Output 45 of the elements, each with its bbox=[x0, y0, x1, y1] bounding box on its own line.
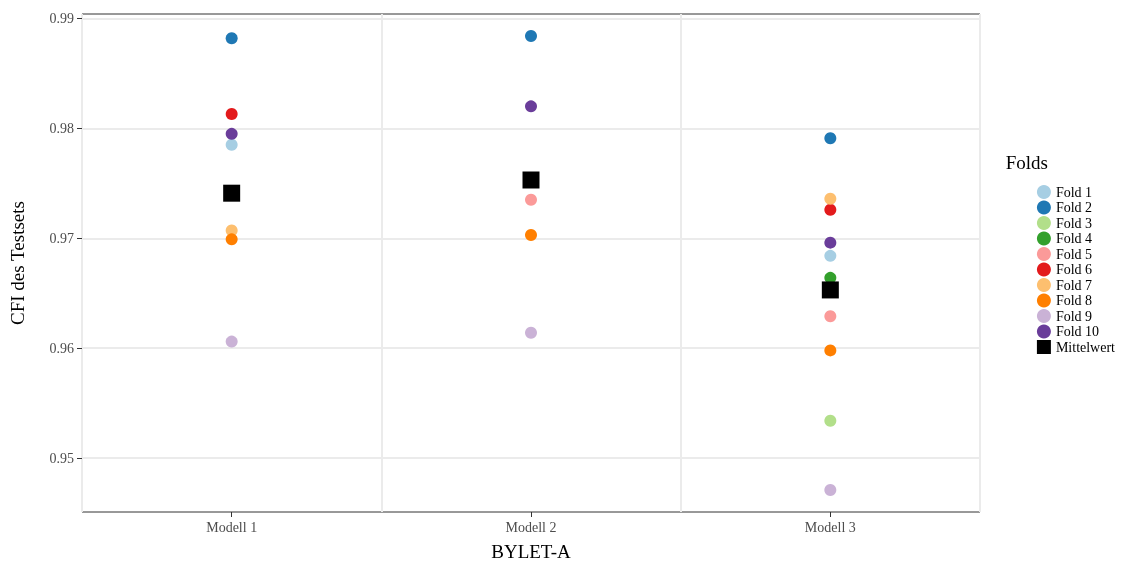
point bbox=[225, 335, 238, 348]
x-tick-label: Modell 2 bbox=[505, 519, 557, 535]
point bbox=[824, 484, 837, 497]
y-tick-label: 0.99 bbox=[49, 10, 74, 26]
legend-label: Fold 5 bbox=[1055, 246, 1093, 262]
point bbox=[525, 228, 537, 241]
point bbox=[225, 32, 238, 45]
point bbox=[525, 326, 537, 339]
y-axis-title: CFI des Testsets bbox=[7, 201, 28, 325]
point bbox=[525, 193, 537, 206]
point bbox=[824, 249, 837, 262]
point bbox=[824, 132, 837, 145]
x-axis-title: BYLET-A bbox=[491, 541, 572, 562]
point bbox=[223, 184, 241, 202]
point bbox=[821, 281, 839, 299]
point bbox=[824, 414, 837, 427]
x-tick-label: Modell 3 bbox=[804, 519, 856, 535]
legend-label: Fold 2 bbox=[1055, 200, 1093, 215]
legend-label: Fold 9 bbox=[1055, 308, 1093, 324]
y-tick-label: 0.97 bbox=[49, 230, 74, 246]
legend-title: Folds bbox=[1005, 152, 1049, 173]
legend-label: Fold 3 bbox=[1055, 215, 1093, 231]
point bbox=[525, 29, 537, 42]
legend-label: Fold 4 bbox=[1055, 231, 1093, 246]
y-tick-label: 0.98 bbox=[49, 120, 74, 136]
legend-label: Fold 6 bbox=[1055, 262, 1093, 277]
legend-label: Fold 8 bbox=[1055, 293, 1093, 308]
y-tick-label: 0.96 bbox=[49, 340, 74, 356]
legend-label: Fold 10 bbox=[1055, 324, 1100, 339]
point bbox=[824, 192, 837, 205]
y-tick-label: 0.95 bbox=[49, 450, 74, 466]
point bbox=[824, 203, 837, 216]
point bbox=[225, 108, 238, 121]
point bbox=[824, 344, 837, 357]
point bbox=[225, 233, 238, 246]
point bbox=[225, 127, 238, 140]
legend-label: Fold 1 bbox=[1055, 184, 1093, 200]
point bbox=[225, 138, 238, 151]
legend-label: Mittelwert bbox=[1055, 339, 1116, 355]
x-tick-label: Modell 1 bbox=[206, 519, 258, 535]
legend-label: Fold 7 bbox=[1055, 277, 1093, 293]
point bbox=[522, 171, 540, 189]
point bbox=[824, 236, 837, 249]
point bbox=[525, 100, 537, 113]
point bbox=[824, 310, 837, 323]
